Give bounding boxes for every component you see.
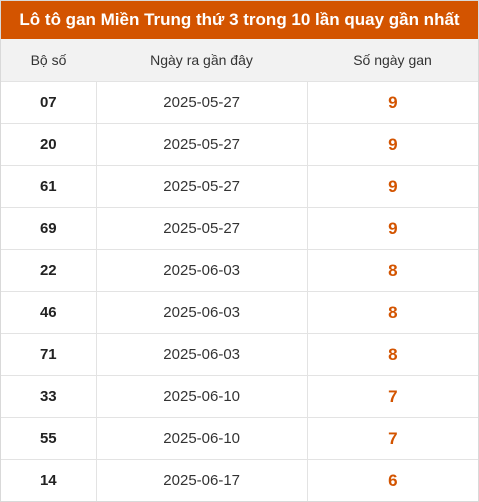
gan-days: 9 <box>388 219 398 238</box>
table-row: 61 2025-05-27 9 <box>1 166 478 208</box>
table-row: 33 2025-06-10 7 <box>1 376 478 418</box>
gan-days: 6 <box>388 471 398 490</box>
lotto-number: 46 <box>1 292 97 333</box>
table-row: 07 2025-05-27 9 <box>1 82 478 124</box>
table-row: 69 2025-05-27 9 <box>1 208 478 250</box>
column-header-date: Ngày ra gần đây <box>150 52 253 68</box>
table-row: 22 2025-06-03 8 <box>1 250 478 292</box>
gan-days: 9 <box>388 177 398 196</box>
last-seen-date: 2025-05-27 <box>97 82 308 123</box>
last-seen-date: 2025-05-27 <box>97 208 308 249</box>
last-seen-date: 2025-06-03 <box>97 334 308 375</box>
last-seen-date: 2025-06-10 <box>97 418 308 459</box>
table-row: 46 2025-06-03 8 <box>1 292 478 334</box>
gan-days: 9 <box>388 135 398 154</box>
lotto-number: 33 <box>1 376 97 417</box>
gan-days: 7 <box>388 429 398 448</box>
lotto-number: 22 <box>1 250 97 291</box>
last-seen-date: 2025-06-03 <box>97 250 308 291</box>
gan-days: 8 <box>388 345 398 364</box>
table-row: 20 2025-05-27 9 <box>1 124 478 166</box>
lotto-number: 07 <box>1 82 97 123</box>
lotto-number: 20 <box>1 124 97 165</box>
gan-days: 8 <box>388 303 398 322</box>
last-seen-date: 2025-05-27 <box>97 124 308 165</box>
lotto-number: 14 <box>1 460 97 501</box>
table-row: 71 2025-06-03 8 <box>1 334 478 376</box>
table-row: 14 2025-06-17 6 <box>1 460 478 501</box>
widget-title: Lô tô gan Miền Trung thứ 3 trong 10 lần … <box>1 1 478 39</box>
column-header-days: Số ngày gan <box>353 52 432 68</box>
lotto-number: 69 <box>1 208 97 249</box>
lotto-number: 71 <box>1 334 97 375</box>
table-header: Bộ số Ngày ra gần đây Số ngày gan <box>1 39 478 82</box>
column-header-number: Bộ số <box>30 52 67 68</box>
last-seen-date: 2025-06-10 <box>97 376 308 417</box>
last-seen-date: 2025-06-17 <box>97 460 308 501</box>
last-seen-date: 2025-05-27 <box>97 166 308 207</box>
lotto-number: 55 <box>1 418 97 459</box>
gan-days: 9 <box>388 93 398 112</box>
table-row: 55 2025-06-10 7 <box>1 418 478 460</box>
gan-days: 8 <box>388 261 398 280</box>
lotto-number: 61 <box>1 166 97 207</box>
gan-days: 7 <box>388 387 398 406</box>
last-seen-date: 2025-06-03 <box>97 292 308 333</box>
